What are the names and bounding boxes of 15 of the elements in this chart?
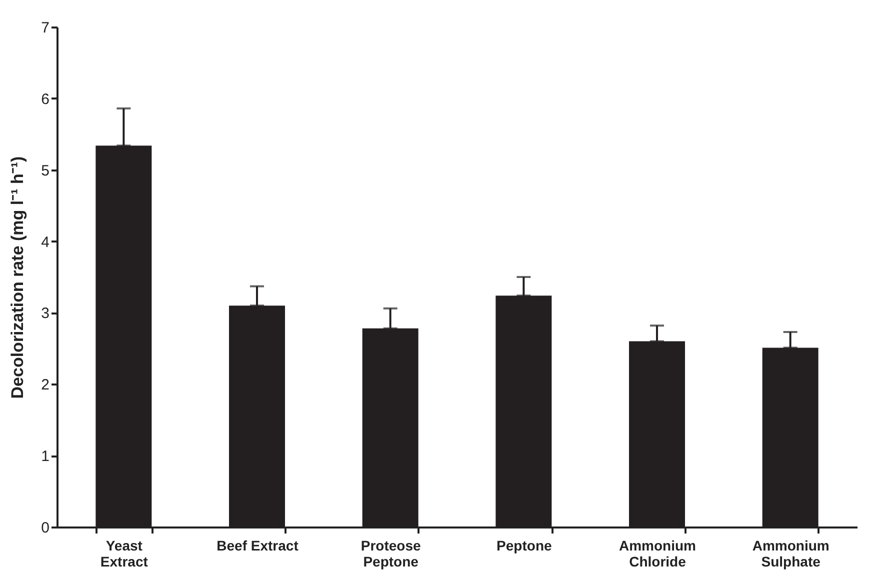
x-tick-label: Proteose Peptone	[360, 538, 421, 570]
y-tick-label: 6	[41, 90, 50, 108]
x-tick-label: Ammonium Sulphate	[752, 538, 830, 570]
x-tick-label: Peptone	[496, 538, 552, 554]
y-axis-title: Decolorization rate (mg l⁻¹ h⁻¹)	[8, 156, 28, 399]
y-tick-label: 3	[41, 305, 50, 322]
y-tick-label: 0	[41, 520, 50, 536]
y-tick-label: 7	[41, 20, 50, 36]
x-tick-label: Yeast Extract	[100, 538, 148, 570]
y-tick-label: 1	[41, 448, 50, 466]
y-tick-label: 5	[41, 162, 50, 180]
x-tick-label: Ammonium Chloride	[619, 538, 696, 570]
x-tick-label: Beef Extract	[216, 538, 299, 554]
y-tick-label: 2	[41, 376, 50, 394]
y-tick-label: 4	[41, 234, 50, 251]
